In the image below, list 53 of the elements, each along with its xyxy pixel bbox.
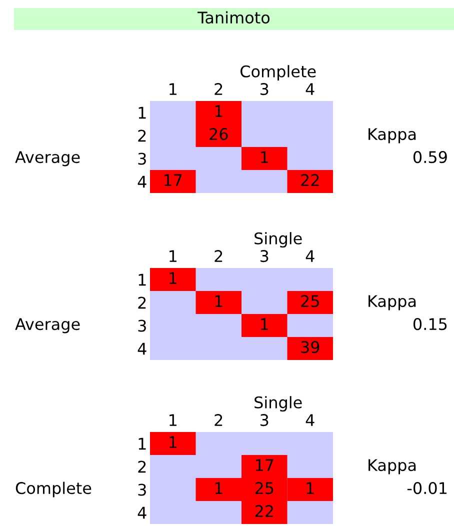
text: 0.15 bbox=[413, 318, 447, 330]
data-label: 1 bbox=[215, 482, 222, 494]
text: Kappa bbox=[368, 128, 416, 144]
x-tick-label: 4 bbox=[306, 250, 314, 262]
y-tick-label: 1 bbox=[138, 274, 146, 286]
data-label: 1 bbox=[170, 436, 176, 448]
x-tick-label: 2 bbox=[214, 414, 222, 426]
data-label: 17 bbox=[164, 174, 182, 186]
y-tick-label: 4 bbox=[138, 342, 146, 355]
x-axis-title: Complete bbox=[240, 65, 316, 81]
data-label: 25 bbox=[255, 482, 274, 494]
chart-title: Tanimoto bbox=[198, 11, 270, 24]
x-tick-label: 3 bbox=[260, 250, 268, 262]
x-tick-label: 3 bbox=[260, 414, 268, 426]
x-axis-title: Single bbox=[254, 232, 302, 248]
x-tick-label: 1 bbox=[170, 414, 176, 426]
data-label: 1 bbox=[261, 151, 268, 163]
y-tick-label: 3 bbox=[138, 484, 146, 496]
y-axis-title: Average bbox=[15, 318, 80, 334]
x-tick-label: 1 bbox=[170, 83, 176, 95]
y-tick-label: 3 bbox=[138, 320, 146, 332]
data-label: 1 bbox=[215, 105, 222, 117]
data-label: 39 bbox=[301, 341, 320, 354]
text: Kappa bbox=[368, 459, 416, 474]
y-tick-label: 1 bbox=[138, 438, 146, 450]
data-label: 1 bbox=[215, 295, 222, 307]
data-label: 22 bbox=[255, 505, 273, 517]
x-tick-label: 4 bbox=[306, 83, 314, 95]
data-label: 1 bbox=[306, 482, 314, 494]
y-tick-label: 1 bbox=[138, 106, 146, 119]
text: Kappa bbox=[368, 295, 416, 310]
y-tick-label: 2 bbox=[138, 296, 146, 309]
y-tick-label: 4 bbox=[138, 506, 146, 519]
data-label: 22 bbox=[301, 174, 319, 186]
y-axis-title: Average bbox=[15, 151, 80, 166]
y-axis-title: Complete bbox=[16, 482, 92, 498]
y-tick-label: 4 bbox=[138, 176, 146, 188]
x-tick-label: 4 bbox=[306, 414, 314, 426]
x-tick-label: 1 bbox=[170, 250, 176, 262]
data-label: 25 bbox=[301, 295, 319, 308]
data-label: 1 bbox=[261, 318, 268, 330]
text: -0.01 bbox=[407, 482, 447, 494]
y-tick-label: 2 bbox=[138, 460, 146, 473]
x-tick-label: 3 bbox=[260, 83, 268, 96]
text: 0.59 bbox=[413, 151, 447, 164]
y-tick-label: 2 bbox=[138, 130, 146, 142]
data-label: 26 bbox=[210, 128, 228, 140]
y-tick-label: 3 bbox=[138, 152, 146, 165]
x-tick-label: 2 bbox=[214, 250, 222, 262]
x-axis-title: Single bbox=[254, 396, 302, 412]
x-tick-label: 2 bbox=[214, 83, 222, 95]
data-label: 1 bbox=[170, 272, 176, 284]
data-label: 17 bbox=[256, 459, 274, 471]
